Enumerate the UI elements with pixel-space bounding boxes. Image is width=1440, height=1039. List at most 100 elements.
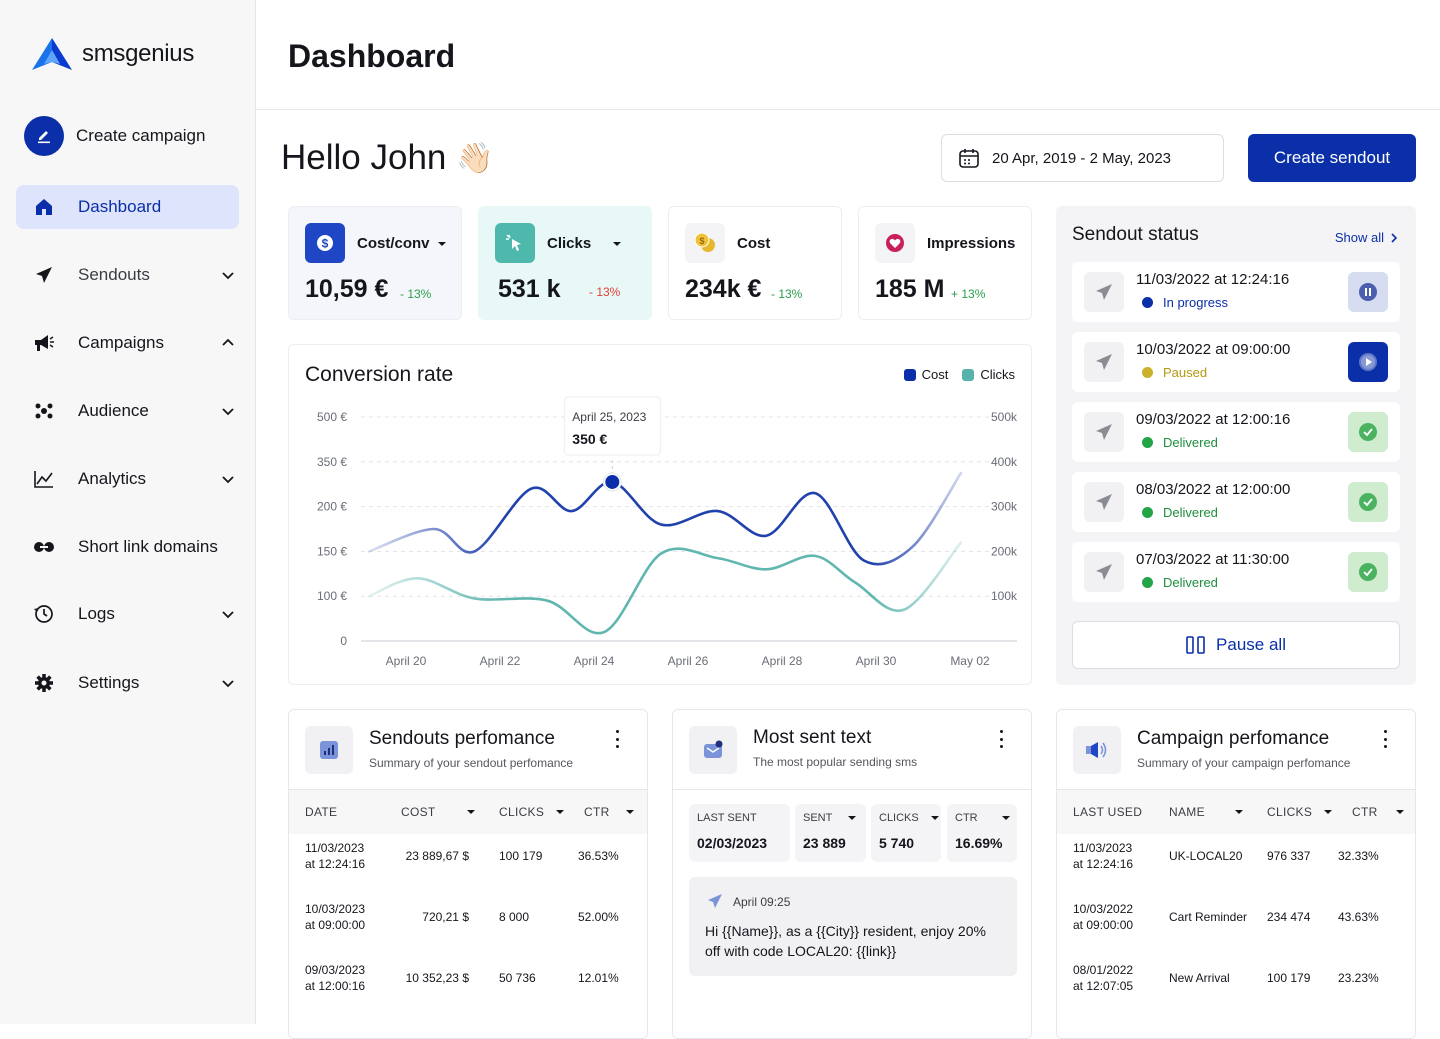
chevron-down-icon[interactable] (219, 266, 237, 284)
brand-logo[interactable]: smsgenius (32, 36, 194, 72)
x-tick-label: April 22 (480, 654, 521, 668)
table-row[interactable]: 11/03/2023 at 12:24:16 23 889,67 $ 100 179 3… (289, 840, 647, 896)
status-text: Delivered (1163, 435, 1218, 450)
table-row[interactable]: 10/03/2023 at 09:00:00 720,21 $ 8 000 52.00% (289, 901, 647, 957)
conversion-rate-chart[interactable]: 500 € 350 € 200 € 150 € 100 € 0 500k 400k 300k 20… (289, 345, 1033, 686)
sidebar-item-dashboard[interactable]: Dashboard (16, 185, 239, 229)
chart-tooltip: April 25, 2023 350 € (563, 396, 661, 456)
cell-date: 08/01/2022 (1073, 963, 1134, 977)
cell-clicks: 100 179 (499, 849, 543, 863)
sidebar-item-sendouts[interactable]: Sendouts (16, 253, 239, 297)
y-tick-label: 500 € (317, 410, 347, 424)
column-header-name[interactable]: NAME (1169, 805, 1205, 819)
cell-date: 10/03/2023 (305, 902, 366, 916)
check-button[interactable] (1348, 552, 1388, 592)
stat-ctr[interactable]: CTR 16.69% (947, 804, 1017, 862)
kpi-card-impressions[interactable]: Impressions 185 M + 13% (858, 206, 1032, 320)
sendout-time: 07/03/2022 at 11:30:00 (1136, 551, 1290, 568)
table-header: DATE COST CLICKS CTR (289, 790, 647, 834)
caret-down-icon[interactable] (613, 241, 622, 246)
check-button[interactable] (1348, 482, 1388, 522)
chevron-down-icon[interactable] (219, 402, 237, 420)
more-options-icon[interactable] (1375, 728, 1395, 750)
column-header-ctr[interactable]: CTR (584, 805, 634, 819)
chevron-up-icon[interactable] (219, 334, 237, 352)
status-dot (1142, 577, 1153, 588)
column-header-ctr[interactable]: CTR (1352, 805, 1404, 819)
cell-ctr: 36.53% (578, 849, 619, 863)
y2-tick-label: 200k (991, 544, 1018, 558)
column-header-clicks[interactable]: CLICKS (499, 805, 565, 819)
status-badge: Delivered (1142, 575, 1218, 590)
sendout-status-card: Sendout status Show all 11/03/2022 at 12… (1056, 206, 1416, 685)
column-header-cost[interactable]: COST (401, 805, 436, 819)
highlight-point[interactable] (605, 474, 620, 489)
card-title: Sendouts perfomance (369, 728, 555, 749)
sidebar-item-label: Logs (78, 604, 115, 623)
sidebar-item-audience[interactable]: Audience (16, 389, 239, 433)
cell-ctr: 32.33% (1338, 849, 1379, 863)
column-header-clicks[interactable]: CLICKS (1267, 805, 1333, 819)
sidebar-item-campaigns[interactable]: Campaigns (16, 321, 239, 365)
audience-icon (32, 400, 56, 422)
kpi-card-cost-conv[interactable]: $ Cost/conv 10,59 € - 13% (288, 206, 462, 320)
show-all-link[interactable]: Show all (1335, 230, 1398, 245)
kpi-card-cost[interactable]: $ Cost 234k € - 13% (668, 206, 842, 320)
send-icon (1084, 272, 1124, 312)
sidebar-item-label: Short link domains (78, 537, 218, 556)
sendout-status-row[interactable]: 08/03/2022 at 12:00:00 Delivered (1072, 472, 1400, 532)
sendout-time: 11/03/2022 at 12:24:16 (1136, 271, 1290, 288)
sidebar-item-analytics[interactable]: Analytics (16, 457, 239, 501)
sort-caret-icon[interactable] (1235, 810, 1243, 814)
chevron-down-icon[interactable] (219, 470, 237, 488)
chevron-down-icon[interactable] (219, 674, 237, 692)
dollar-icon: $ (305, 223, 345, 263)
stat-clicks[interactable]: CLICKS 5 740 (871, 804, 941, 862)
send-icon (1084, 342, 1124, 382)
cell-name: New Arrival (1169, 971, 1230, 985)
date-range-picker[interactable]: 20 Apr, 2019 - 2 May, 2023 (941, 134, 1224, 182)
sendout-time: 10/03/2022 at 09:00:00 (1136, 341, 1291, 358)
sendout-status-row[interactable]: 09/03/2022 at 12:00:16 Delivered (1072, 402, 1400, 462)
series-line-cost[interactable] (367, 471, 963, 566)
sidebar-item-logs[interactable]: Logs (16, 592, 239, 636)
series-line-clicks[interactable] (367, 541, 963, 635)
card-title: Campaign perfomance (1137, 728, 1330, 749)
sort-caret-icon[interactable] (467, 810, 475, 814)
bar-chart-icon (305, 726, 353, 774)
x-tick-label: April 26 (668, 654, 709, 668)
kpi-delta: + 13% (951, 287, 986, 301)
create-campaign-button[interactable]: Create campaign (24, 116, 205, 156)
table-row[interactable]: 08/01/2022 at 12:07:05 New Arrival 100 179 2… (1057, 962, 1415, 1018)
play-icon (1359, 353, 1377, 371)
status-text: Paused (1163, 365, 1208, 380)
column-header-last-used[interactable]: LAST USED (1073, 805, 1143, 819)
more-options-icon[interactable] (607, 728, 627, 750)
table-row[interactable]: 11/03/2023 at 12:24:16 UK-LOCAL20 976 337 32… (1057, 840, 1415, 896)
x-tick-label: April 30 (856, 654, 897, 668)
sidebar-item-settings[interactable]: Settings (16, 661, 239, 705)
status-badge: Paused (1142, 365, 1207, 380)
check-button[interactable] (1348, 412, 1388, 452)
sidebar-item-short-link-domains[interactable]: Short link domains (16, 525, 239, 569)
create-sendout-button[interactable]: Create sendout (1248, 134, 1416, 182)
send-icon (32, 264, 56, 286)
legend-item-cost[interactable]: Cost (903, 367, 948, 382)
legend-item-clicks[interactable]: Clicks (962, 367, 1015, 382)
pause-all-button[interactable]: Pause all (1072, 621, 1400, 669)
stat-sent[interactable]: SENT 23 889 (795, 804, 866, 862)
chevron-down-icon[interactable] (219, 605, 237, 623)
y-tick-label: 0 (340, 634, 347, 648)
column-header-date[interactable]: DATE (305, 805, 338, 819)
cell-date: 11/03/2023 (305, 841, 365, 855)
sendout-status-row[interactable]: 10/03/2022 at 09:00:00 Paused (1072, 332, 1400, 392)
more-options-icon[interactable] (991, 728, 1011, 750)
sendout-status-row[interactable]: 07/03/2022 at 11:30:00 Delivered (1072, 542, 1400, 602)
table-row[interactable]: 10/03/2022 at 09:00:00 Cart Reminder 234 47… (1057, 901, 1415, 957)
sendout-status-row[interactable]: 11/03/2022 at 12:24:16 In progress (1072, 262, 1400, 322)
play-button[interactable] (1348, 342, 1388, 382)
kpi-card-clicks[interactable]: Clicks 531 k - 13% (478, 206, 652, 320)
pause-button[interactable] (1348, 272, 1388, 312)
table-row[interactable]: 09/03/2023 at 12:00:16 10 352,23 $ 50 736 12… (289, 962, 647, 1018)
caret-down-icon[interactable] (437, 241, 446, 246)
